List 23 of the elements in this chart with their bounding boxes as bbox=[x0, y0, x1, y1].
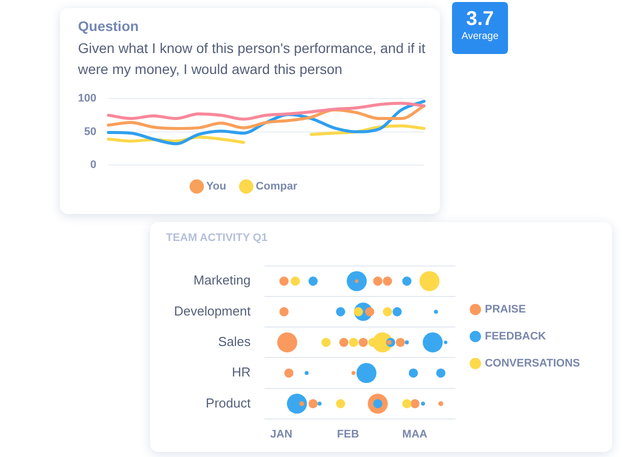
line-series bbox=[106, 104, 426, 130]
legend-label: You bbox=[206, 180, 226, 193]
legend-label: FEEDBACK bbox=[484, 330, 546, 343]
y-tick-label: HR bbox=[232, 364, 251, 380]
y-tick-label: 50 bbox=[84, 126, 96, 138]
text: MAA bbox=[402, 428, 428, 441]
y-tick-label: 100 bbox=[78, 92, 96, 105]
text: Average bbox=[460, 31, 500, 42]
legend-label: PRAISE bbox=[484, 304, 526, 316]
y-tick-label: 0 bbox=[90, 159, 96, 172]
legend-label: Compar bbox=[256, 180, 298, 193]
y-tick-label: Sales bbox=[218, 334, 252, 349]
y-tick-label: Marketing bbox=[194, 272, 251, 288]
chart-subtitle: Given what I know of this person's performance, and if it were my money, I would award this person bbox=[78, 39, 426, 79]
y-tick-label: Product bbox=[206, 395, 251, 410]
chart-title: Question bbox=[78, 18, 140, 34]
chart-title: TEAM ACTIVITY Q1 bbox=[166, 232, 268, 244]
y-tick-label: Development bbox=[174, 303, 251, 318]
text: FEB bbox=[337, 428, 360, 441]
legend-label: CONVERSATIONS bbox=[484, 358, 580, 370]
text: 3.7 bbox=[465, 8, 495, 31]
line-series bbox=[106, 102, 426, 121]
text: JAN bbox=[270, 428, 292, 441]
